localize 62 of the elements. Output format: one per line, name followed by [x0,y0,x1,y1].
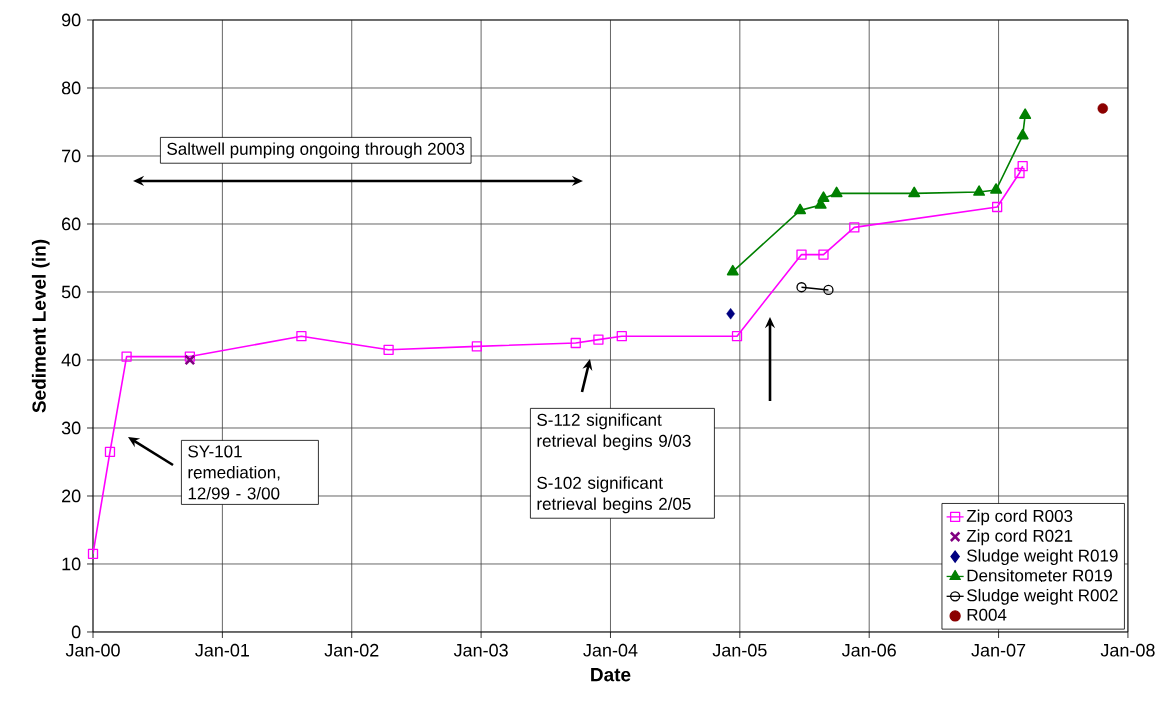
point [849,222,860,233]
point [830,186,843,198]
point [87,548,99,559]
point [1097,103,1108,114]
point [796,249,807,260]
y-tick-label: 20 [62,489,81,503]
legend-label: Sludge weight R019 [967,549,1118,566]
x-tick-label: Jan-01 [195,643,249,657]
x-tick-label: Jan-07 [971,643,1026,657]
x-axis-title: Date [591,668,631,682]
point [992,201,1003,213]
x-tick-label: Jan-06 [841,643,896,657]
annotation: S-112 significant retrieval begins 9/03 [537,413,691,451]
y-tick-label: 10 [62,557,81,571]
y-tick-label: 50 [61,285,81,299]
x-tick-label: Jan-02 [324,643,379,657]
point [796,282,807,293]
point [296,331,307,342]
point [1019,108,1032,119]
legend-label: Zip cord R021 [966,529,1073,546]
legend-label: R004 [967,608,1007,621]
point [593,334,604,345]
point [973,185,986,196]
point [818,249,829,260]
point [817,191,830,202]
legend-label: Zip cord R003 [966,509,1073,526]
x-tick-label: Jan-04 [583,643,638,657]
point [726,308,735,320]
y-tick-label: 80 [61,81,81,95]
point [731,331,743,342]
y-axis-title: Sediment Level (in) [31,239,50,413]
point [184,354,196,366]
point [184,351,196,362]
legend-label: Densitometer R019 [967,569,1112,582]
y-tick-label: 30 [61,421,81,435]
point [616,331,627,342]
point [121,351,132,362]
legend-label: Sludge weight R002 [967,588,1118,605]
point [383,344,394,355]
x-tick-label: Jan-05 [712,643,767,657]
y-tick-label: 70 [62,149,81,163]
y-tick-label: 0 [71,625,81,639]
point [570,337,581,349]
point [726,264,739,276]
annotation: SY-101 remediation, 12/99 - 3/00 [188,445,280,500]
annotation: S-102 significant retrieval begins 2/05 [537,476,691,514]
point [471,341,482,352]
y-tick-label: 90 [61,13,81,27]
x-tick-label: Jan-00 [65,643,120,657]
point [1017,161,1028,172]
x-tick-label: Jan-03 [453,643,508,657]
annotation: Saltwell pumping ongoing through 2003 [167,142,465,159]
y-tick-label: 40 [61,353,81,367]
point [1014,167,1025,179]
point [823,284,834,296]
point [1016,128,1029,140]
point [990,183,1003,194]
point [794,203,807,215]
point [104,446,116,457]
point [908,186,921,198]
x-tick-label: Jan-08 [1100,643,1155,657]
y-tick-label: 60 [62,217,81,231]
